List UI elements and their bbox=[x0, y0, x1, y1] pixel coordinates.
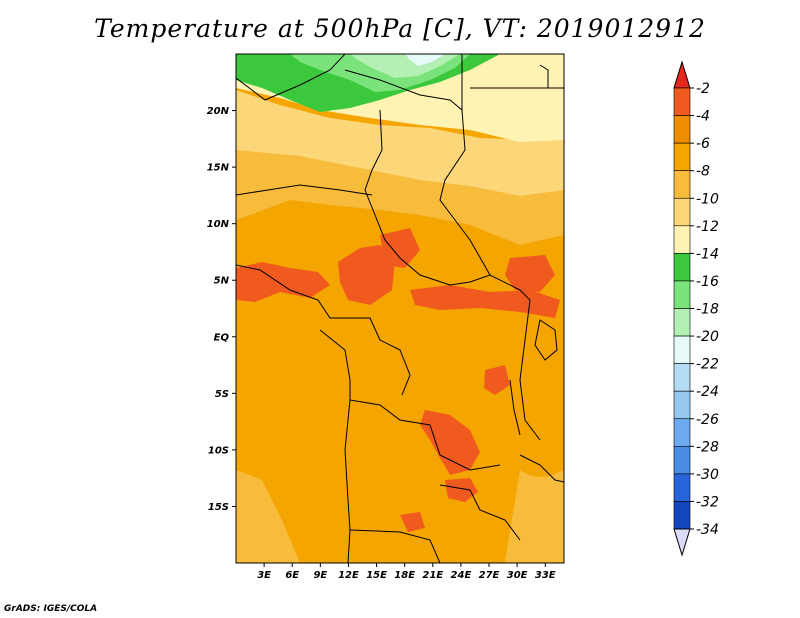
colorbar-swatch bbox=[673, 280, 691, 309]
colorbar-label: -34 bbox=[696, 522, 719, 538]
border-coast-southwest bbox=[344, 399, 351, 563]
border-angola bbox=[349, 399, 501, 471]
colorbar-swatch bbox=[673, 363, 691, 392]
border-west-coast bbox=[236, 264, 345, 319]
lon-tick-label: 33E bbox=[535, 570, 556, 581]
lat-tick-label: 5S bbox=[215, 389, 229, 400]
lat-tick-label: EQ bbox=[214, 332, 230, 343]
grads-credit: GrADS: IGES/COLA bbox=[4, 604, 98, 614]
warm-patch-zambia bbox=[445, 478, 478, 502]
colorbar-swatch bbox=[673, 418, 691, 447]
lat-tick-label: 15S bbox=[208, 502, 229, 513]
colorbar-label: -8 bbox=[696, 164, 710, 180]
warm-patch-angola bbox=[420, 410, 480, 475]
map-title: Temperature at 500hPa [C], VT: 201901291… bbox=[94, 14, 706, 43]
warm-patch-lakes bbox=[484, 365, 510, 395]
border-lake-victoria bbox=[534, 319, 558, 361]
colorbar-swatch bbox=[673, 87, 691, 116]
field-layer-lightblue-20 bbox=[405, 54, 445, 66]
colorbar-swatch bbox=[673, 115, 691, 144]
lon-tick-label: 15E bbox=[366, 570, 387, 581]
border-car bbox=[384, 239, 521, 291]
border-lake-tanganyika bbox=[509, 379, 521, 436]
colorbar-bottom-arrow bbox=[673, 528, 691, 557]
field-layer-southwest-cool bbox=[236, 470, 300, 563]
colorbar-swatch bbox=[673, 225, 691, 254]
colorbar-label: -32 bbox=[696, 494, 719, 510]
colorbar-swatch bbox=[673, 335, 691, 364]
colorbar: -2 -4 -6 -8 -10 -12 -14 -16 -18 -20 -22 -24 -26 -28 -3… bbox=[673, 60, 719, 557]
field-layer-north-cooler bbox=[236, 90, 564, 196]
border-chad-west bbox=[364, 109, 386, 241]
colorbar-label: -18 bbox=[696, 302, 719, 318]
border-north-1 bbox=[236, 54, 346, 101]
colorbar-label: -20 bbox=[696, 329, 719, 345]
colorbar-swatch bbox=[673, 446, 691, 475]
border-chad-east bbox=[439, 109, 491, 276]
warm-patch-cameroon bbox=[338, 245, 395, 305]
lon-tick-label: 18E bbox=[394, 570, 415, 581]
colorbar-label: -12 bbox=[696, 219, 719, 235]
colorbar-swatch bbox=[673, 473, 691, 502]
border-libya-egypt bbox=[500, 64, 549, 89]
border-niger-nigeria bbox=[236, 184, 373, 196]
lon-tick-label: 21E bbox=[422, 570, 443, 581]
colorbar-label: -4 bbox=[696, 109, 710, 125]
lat-tick-label: 15N bbox=[207, 163, 230, 174]
colorbar-swatch bbox=[673, 308, 691, 337]
temperature-field bbox=[236, 54, 564, 563]
colorbar-label: -10 bbox=[696, 191, 719, 207]
colorbar-label: -30 bbox=[696, 467, 719, 483]
field-layer-sahel-cool bbox=[236, 150, 564, 245]
warm-patch-band-5n bbox=[410, 285, 560, 318]
lat-tick-label: 10S bbox=[208, 445, 229, 456]
lon-tick-label: 27E bbox=[479, 570, 500, 581]
border-congo bbox=[345, 317, 411, 396]
colorbar-label: -22 bbox=[696, 357, 719, 373]
colorbar-swatch bbox=[673, 390, 691, 420]
colorbar-swatch bbox=[673, 253, 691, 282]
lon-tick-label: 6E bbox=[285, 570, 299, 581]
plot-frame bbox=[235, 53, 565, 564]
lon-tick-label: 24E bbox=[451, 570, 472, 581]
longitude-axis: 3E 6E 9E 12E 15E 18E 21E 24E 27E 30E 33E bbox=[257, 563, 556, 581]
warm-patch-central bbox=[380, 228, 420, 268]
colorbar-label: -14 bbox=[696, 246, 719, 262]
colorbar-label: -24 bbox=[696, 384, 719, 400]
warm-patch-southwest bbox=[400, 512, 425, 532]
lon-tick-label: 30E bbox=[507, 570, 528, 581]
lat-tick-label: 20N bbox=[207, 106, 230, 117]
colorbar-top-arrow bbox=[673, 60, 691, 89]
lat-tick-label: 5N bbox=[214, 276, 230, 287]
colorbar-swatch bbox=[673, 197, 691, 227]
warm-patch-east bbox=[505, 255, 555, 292]
colorbar-label: -2 bbox=[696, 81, 710, 97]
warm-patch-west bbox=[236, 262, 330, 302]
border-north-2 bbox=[344, 54, 463, 112]
lon-tick-label: 12E bbox=[338, 570, 359, 581]
lon-tick-label: 3E bbox=[257, 570, 271, 581]
political-borders bbox=[236, 54, 564, 563]
colorbar-swatch bbox=[673, 501, 691, 530]
lon-tick-label: 9E bbox=[313, 570, 327, 581]
colorbar-label: -6 bbox=[696, 136, 710, 152]
colorbar-swatch bbox=[673, 170, 691, 199]
lat-tick-label: 10N bbox=[207, 219, 230, 230]
colorbar-label: -26 bbox=[696, 412, 719, 428]
border-zambia bbox=[439, 484, 521, 541]
border-drc-east bbox=[519, 289, 541, 441]
latitude-axis: 20N 15N 10N 5N EQ 5S 10S 15S bbox=[207, 106, 236, 513]
border-namibia bbox=[349, 529, 441, 563]
border-tz-moz bbox=[519, 454, 564, 483]
colorbar-label: -16 bbox=[696, 274, 719, 290]
border-gabon bbox=[319, 329, 351, 400]
colorbar-label: -28 bbox=[696, 439, 719, 455]
colorbar-swatch bbox=[673, 142, 691, 171]
